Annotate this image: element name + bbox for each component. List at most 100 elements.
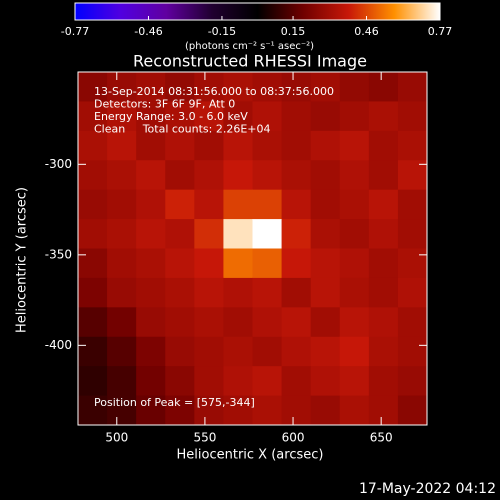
heatmap-cell	[281, 130, 312, 161]
heatmap-cell	[78, 219, 108, 249]
heatmap-cell	[165, 277, 195, 308]
heatmap-cell	[223, 248, 253, 279]
heatmap-cell	[78, 101, 108, 132]
heatmap-cell	[339, 336, 370, 367]
heatmap-cell	[252, 101, 283, 132]
heatmap-cell	[310, 395, 341, 426]
footer-date: 17-May-2022 04:12	[359, 481, 496, 497]
heatmap-cell	[397, 160, 428, 191]
heatmap-cell	[78, 336, 108, 367]
heatmap-cell	[223, 219, 253, 249]
heatmap-cell	[78, 160, 108, 191]
heatmap-cell	[194, 101, 224, 132]
heatmap-cell	[252, 277, 283, 308]
x-tick-label: 550	[193, 431, 216, 445]
y-axis-label: Heliocentric Y (arcsec)	[15, 187, 30, 333]
heatmap-cell	[194, 248, 224, 279]
heatmap-cell	[223, 130, 253, 161]
heatmap-cell	[107, 395, 137, 426]
heatmap-cell	[310, 248, 341, 279]
heatmap-cell	[136, 101, 166, 132]
colorbar-label: (photons cm⁻² s⁻¹ asec⁻²)	[185, 41, 314, 52]
heatmap-cell	[194, 336, 224, 367]
heatmap-cell	[107, 72, 137, 102]
colorbar-tick-label: 0.46	[354, 25, 379, 38]
heatmap-cell	[136, 130, 166, 161]
heatmap-cell	[397, 72, 428, 102]
heatmap-cell	[397, 277, 428, 308]
heatmap-cell	[136, 72, 166, 102]
heatmap-cell	[252, 307, 283, 338]
heatmap-cell	[107, 130, 137, 161]
heatmap-cell	[368, 72, 399, 102]
plot-frame	[77, 71, 428, 426]
heatmap-cell	[281, 366, 312, 397]
heatmap-cell	[194, 160, 224, 191]
heatmap-cell	[397, 366, 428, 397]
heatmap-cell	[397, 336, 428, 367]
heatmap-cell	[339, 130, 370, 161]
info-line: Detectors: 3F 6F 9F, Att 0	[94, 98, 235, 111]
heatmap-cell	[281, 395, 312, 426]
heatmap-cell	[223, 366, 253, 397]
heatmap-cell	[397, 130, 428, 161]
heatmap-cell	[165, 72, 195, 102]
heatmap-cell	[78, 395, 108, 426]
y-tick-label: -300	[45, 157, 72, 171]
colorbar-tick-label: -0.77	[61, 25, 89, 38]
heatmap-cell	[136, 366, 166, 397]
heatmap-cell	[136, 189, 166, 220]
heatmap-cell	[339, 219, 370, 249]
heatmap-cell	[252, 336, 283, 367]
heatmap-cell	[368, 189, 399, 220]
heatmap-cell	[223, 277, 253, 308]
heatmap-cell	[252, 189, 283, 220]
heatmap-cell	[339, 307, 370, 338]
heatmap-cell	[310, 189, 341, 220]
x-axis-label: Heliocentric X (arcsec)	[177, 448, 324, 463]
heatmap-cell	[368, 219, 399, 249]
heatmap-cell	[165, 336, 195, 367]
x-tick-label: 500	[105, 431, 128, 445]
heatmap-cell	[78, 248, 108, 279]
heatmap-cell	[252, 160, 283, 191]
heatmap-cell	[310, 277, 341, 308]
x-tick-label: 600	[282, 431, 305, 445]
heatmap-cell	[165, 307, 195, 338]
heatmap-cell	[107, 307, 137, 338]
heatmap-cell	[339, 101, 370, 132]
heatmap-cell	[194, 189, 224, 220]
heatmap-cell	[136, 307, 166, 338]
heatmap-cell	[194, 395, 224, 426]
heatmap-cell	[310, 101, 341, 132]
heatmap-cell	[107, 189, 137, 220]
heatmap-cell	[78, 189, 108, 220]
heatmap-cell	[194, 130, 224, 161]
heatmap-cell	[339, 189, 370, 220]
heatmap-cell	[397, 101, 428, 132]
heatmap-cell	[165, 395, 195, 426]
heatmap-cell	[78, 307, 108, 338]
heatmap-cell	[310, 130, 341, 161]
heatmap-cell	[368, 366, 399, 397]
heatmap-cell	[107, 336, 137, 367]
heatmap-cell	[339, 72, 370, 102]
info-line: 13-Sep-2014 08:31:56.000 to 08:37:56.000	[94, 85, 334, 98]
heatmap-cell	[165, 101, 195, 132]
colorbar-tick-label: 0.77	[428, 25, 453, 38]
heatmap-cell	[165, 160, 195, 191]
heatmap-cell	[281, 160, 312, 191]
colorbar-tick-label: -0.15	[208, 25, 236, 38]
heatmap-cell	[165, 219, 195, 249]
heatmap-cell	[368, 248, 399, 279]
heatmap-cell	[223, 336, 253, 367]
y-tick-label: -350	[45, 247, 72, 261]
heatmap-cell	[281, 219, 312, 249]
heatmap-cell	[194, 366, 224, 397]
info-line: Energy Range: 3.0 - 6.0 keV	[94, 110, 248, 123]
heatmap-cell	[194, 307, 224, 338]
heatmap-cell	[281, 189, 312, 220]
heatmap-cell	[281, 307, 312, 338]
heatmap-cell	[368, 101, 399, 132]
